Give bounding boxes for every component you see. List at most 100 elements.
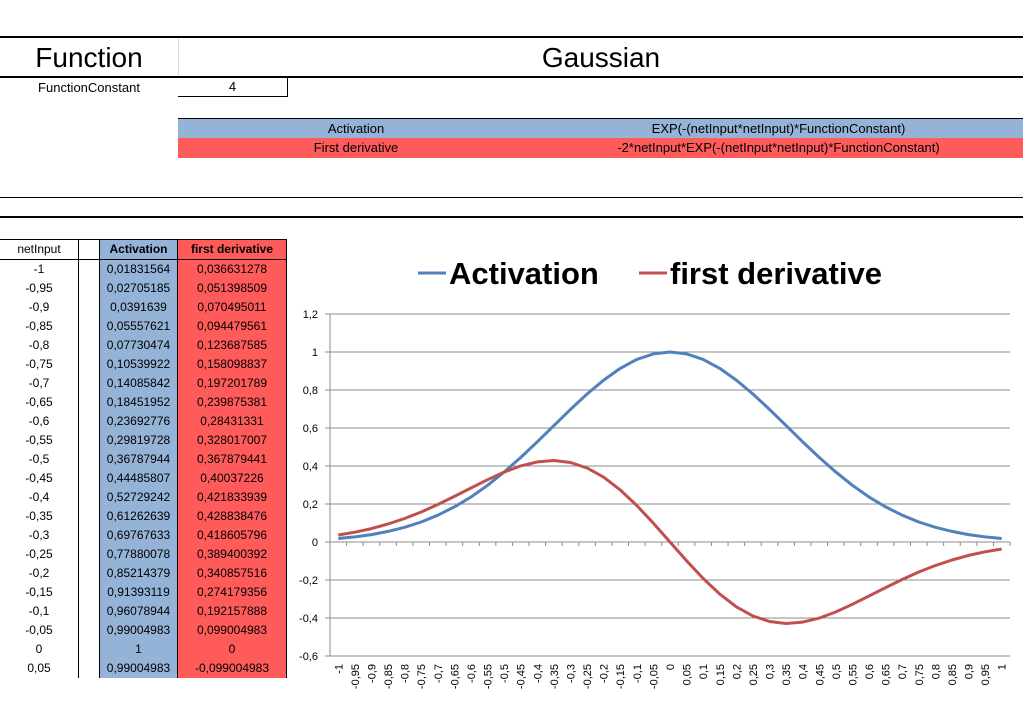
derivative-cell[interactable]: 0,367879441 xyxy=(177,450,287,469)
spacer-cell xyxy=(78,412,100,431)
activation-cell[interactable]: 1 xyxy=(99,640,178,659)
derivative-cell[interactable]: 0,421833939 xyxy=(177,488,287,507)
activation-cell[interactable]: 0,14085842 xyxy=(99,374,178,393)
netinput-cell[interactable]: -0,45 xyxy=(25,471,53,485)
activation-cell[interactable]: 0,0391639 xyxy=(99,298,178,317)
x-tick-label: -0,2 xyxy=(599,664,611,683)
spacer-cell xyxy=(78,507,100,526)
derivative-cell[interactable]: 0,036631278 xyxy=(177,259,287,279)
spacer-cell xyxy=(78,659,100,678)
x-tick-label: 0,8 xyxy=(930,664,942,679)
netinput-cell[interactable]: -0,9 xyxy=(28,300,50,314)
netinput-cell[interactable]: -0,95 xyxy=(25,281,53,295)
function-value[interactable]: Gaussian xyxy=(541,42,661,73)
netinput-cell[interactable]: -0,3 xyxy=(28,528,50,542)
activation-cell[interactable]: 0,99004983 xyxy=(99,659,178,678)
x-tick-label: -0,25 xyxy=(582,664,594,689)
activation-cell[interactable]: 0,85214379 xyxy=(99,564,178,583)
legend-activation-label: Activation xyxy=(449,256,599,291)
activation-cell[interactable]: 0,96078944 xyxy=(99,602,178,621)
spacer-cell xyxy=(78,545,100,564)
activation-cell[interactable]: 0,18451952 xyxy=(99,393,178,412)
spacer-cell xyxy=(78,450,100,469)
derivative-cell[interactable]: 0,070495011 xyxy=(177,298,287,317)
activation-cell[interactable]: 0,44485807 xyxy=(99,469,178,488)
activation-cell[interactable]: 0,01831564 xyxy=(99,259,178,279)
netinput-cell[interactable]: -0,7 xyxy=(28,376,50,390)
function-label: Function xyxy=(35,42,143,73)
activation-cell[interactable]: 0,91393119 xyxy=(99,583,178,602)
netinput-cell[interactable]: -0,5 xyxy=(28,452,50,466)
activation-cell[interactable]: 0,52729242 xyxy=(99,488,178,507)
activation-cell[interactable]: 0,05557621 xyxy=(99,317,178,336)
netinput-cell[interactable]: -0,05 xyxy=(25,623,53,637)
derivative-cell[interactable]: 0,274179356 xyxy=(177,583,287,602)
netinput-cell[interactable]: -0,25 xyxy=(25,547,53,561)
x-tick-label: 0,4 xyxy=(798,664,810,679)
x-tick-label: 0,7 xyxy=(897,664,909,679)
derivative-cell[interactable]: 0,192157888 xyxy=(177,602,287,621)
netinput-cell[interactable]: -0,65 xyxy=(25,395,53,409)
netinput-cell[interactable]: -0,15 xyxy=(25,585,53,599)
activation-cell[interactable]: 0,07730474 xyxy=(99,336,178,355)
header-netinput: netInput xyxy=(0,239,79,260)
activation-cell[interactable]: 0,23692776 xyxy=(99,412,178,431)
netinput-cell[interactable]: -0,35 xyxy=(25,509,53,523)
spacer-cell xyxy=(78,621,100,640)
activation-cell[interactable]: 0,69767633 xyxy=(99,526,178,545)
netinput-cell[interactable]: -0,85 xyxy=(25,319,53,333)
spacer-cell xyxy=(78,488,100,507)
data-table: netInput Activation first derivative -1 0… xyxy=(0,239,287,678)
derivative-cell[interactable]: 0,340857516 xyxy=(177,564,287,583)
constant-value[interactable]: 4 xyxy=(178,77,288,97)
derivative-cell[interactable]: 0,094479561 xyxy=(177,317,287,336)
netinput-cell[interactable]: -0,2 xyxy=(28,566,50,580)
x-tick-label: 1 xyxy=(997,664,1009,670)
derivative-cell[interactable]: 0,197201789 xyxy=(177,374,287,393)
x-tick-label: 0,55 xyxy=(847,664,859,685)
x-tick-label: 0,9 xyxy=(964,664,976,679)
x-tick-label: 0,95 xyxy=(980,664,992,685)
derivative-cell[interactable]: 0,328017007 xyxy=(177,431,287,450)
activation-cell[interactable]: 0,99004983 xyxy=(99,621,178,640)
spacer-cell xyxy=(78,431,100,450)
x-tick-label: -0,45 xyxy=(516,664,528,689)
spacer-cell xyxy=(78,317,100,336)
netinput-cell[interactable]: -0,6 xyxy=(28,414,50,428)
derivative-cell[interactable]: 0,158098837 xyxy=(177,355,287,374)
netinput-cell[interactable]: -0,8 xyxy=(28,338,50,352)
netinput-cell[interactable]: 0 xyxy=(35,642,43,656)
derivative-cell[interactable]: 0,239875381 xyxy=(177,393,287,412)
derivative-cell[interactable]: -0,099004983 xyxy=(177,659,287,678)
derivative-cell[interactable]: 0,389400392 xyxy=(177,545,287,564)
netinput-cell[interactable]: -0,4 xyxy=(28,490,50,504)
derivative-cell[interactable]: 0 xyxy=(177,640,287,659)
derivative-cell[interactable]: 0,123687585 xyxy=(177,336,287,355)
derivative-formula-row[interactable]: First derivative -2*netInput*EXP(-(netIn… xyxy=(178,138,1023,158)
x-tick-label: 0,6 xyxy=(864,664,876,679)
x-tick-label: -0,55 xyxy=(483,664,495,689)
derivative-cell[interactable]: 0,051398509 xyxy=(177,279,287,298)
activation-cell[interactable]: 0,29819728 xyxy=(99,431,178,450)
netinput-cell[interactable]: 0,05 xyxy=(27,661,51,675)
y-tick-label: 0,6 xyxy=(303,423,318,435)
activation-formula-row[interactable]: Activation EXP(-(netInput*netInput)*Func… xyxy=(178,118,1023,138)
activation-cell[interactable]: 0,61262639 xyxy=(99,507,178,526)
derivative-cell[interactable]: 0,428838476 xyxy=(177,507,287,526)
netinput-cell[interactable]: -0,1 xyxy=(28,604,50,618)
netinput-cell[interactable]: -1 xyxy=(33,262,45,276)
header-bottom-border xyxy=(0,76,1023,78)
activation-cell[interactable]: 0,36787944 xyxy=(99,450,178,469)
x-tick-label: -0,4 xyxy=(532,664,544,683)
header-derivative: first derivative xyxy=(177,239,287,260)
derivative-cell[interactable]: 0,28431331 xyxy=(177,412,287,431)
derivative-cell[interactable]: 0,099004983 xyxy=(177,621,287,640)
derivative-cell[interactable]: 0,40037226 xyxy=(177,469,287,488)
activation-cell[interactable]: 0,10539922 xyxy=(99,355,178,374)
derivative-cell[interactable]: 0,418605796 xyxy=(177,526,287,545)
activation-cell[interactable]: 0,77880078 xyxy=(99,545,178,564)
netinput-cell[interactable]: -0,75 xyxy=(25,357,53,371)
y-tick-label: 1,2 xyxy=(303,309,318,321)
activation-cell[interactable]: 0,02705185 xyxy=(99,279,178,298)
netinput-cell[interactable]: -0,55 xyxy=(25,433,53,447)
